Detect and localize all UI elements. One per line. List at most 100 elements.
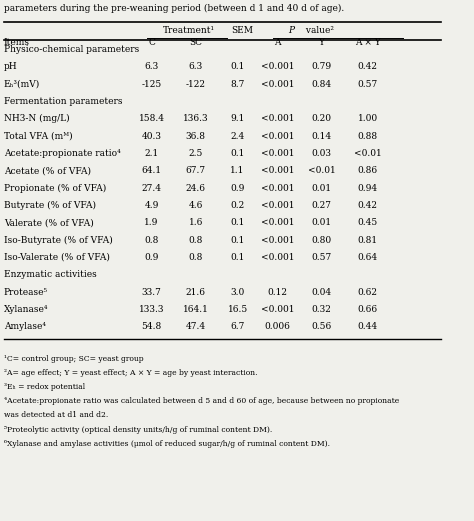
- Text: 0.01: 0.01: [311, 183, 331, 193]
- Text: 0.1: 0.1: [230, 218, 245, 227]
- Text: 133.3: 133.3: [139, 305, 164, 314]
- Text: A × Y: A × Y: [355, 38, 381, 47]
- Text: 1.9: 1.9: [144, 218, 159, 227]
- Text: 21.6: 21.6: [186, 288, 206, 296]
- Text: Propionate (% of VFA): Propionate (% of VFA): [4, 183, 106, 193]
- Text: ³Eₕ = redox potential: ³Eₕ = redox potential: [4, 383, 85, 391]
- Text: SEM: SEM: [231, 26, 253, 34]
- Text: <0.001: <0.001: [261, 80, 294, 89]
- Text: SC: SC: [189, 38, 202, 47]
- Text: 0.006: 0.006: [264, 322, 290, 331]
- Text: 0.44: 0.44: [358, 322, 378, 331]
- Text: 0.80: 0.80: [311, 235, 331, 244]
- Text: ⁶Xylanase and amylase activities (μmol of reduced sugar/h/g of ruminal content D: ⁶Xylanase and amylase activities (μmol o…: [4, 440, 329, 448]
- Text: <0.001: <0.001: [261, 305, 294, 314]
- Text: 0.03: 0.03: [311, 149, 331, 158]
- Text: parameters during the pre-weaning period (between d 1 and 40 d of age).: parameters during the pre-weaning period…: [4, 4, 344, 13]
- Text: 9.1: 9.1: [230, 114, 245, 123]
- Text: 0.8: 0.8: [189, 253, 203, 262]
- Text: 0.9: 0.9: [144, 253, 159, 262]
- Text: 158.4: 158.4: [138, 114, 164, 123]
- Text: Valerate (% of VFA): Valerate (% of VFA): [4, 218, 93, 227]
- Text: 0.42: 0.42: [358, 201, 378, 210]
- Text: 6.7: 6.7: [230, 322, 245, 331]
- Text: Iso-Valerate (% of VFA): Iso-Valerate (% of VFA): [4, 253, 109, 262]
- Text: <0.001: <0.001: [261, 235, 294, 244]
- Text: 0.32: 0.32: [311, 305, 331, 314]
- Text: 8.7: 8.7: [230, 80, 245, 89]
- Text: 136.3: 136.3: [183, 114, 209, 123]
- Text: Protease⁵: Protease⁵: [4, 288, 48, 296]
- Text: 0.64: 0.64: [358, 253, 378, 262]
- Text: P: P: [288, 26, 294, 34]
- Text: 2.5: 2.5: [189, 149, 203, 158]
- Text: value²: value²: [303, 26, 334, 34]
- Text: 0.62: 0.62: [358, 288, 378, 296]
- Text: 1.6: 1.6: [189, 218, 203, 227]
- Text: 0.81: 0.81: [358, 235, 378, 244]
- Text: 164.1: 164.1: [182, 305, 209, 314]
- Text: Amylase⁴: Amylase⁴: [4, 322, 46, 331]
- Text: 0.42: 0.42: [358, 63, 378, 71]
- Text: Enzymatic activities: Enzymatic activities: [4, 270, 96, 279]
- Text: Butyrate (% of VFA): Butyrate (% of VFA): [4, 201, 96, 210]
- Text: ⁵Proteolytic activity (optical density units/h/g of ruminal content DM).: ⁵Proteolytic activity (optical density u…: [4, 426, 272, 433]
- Text: -125: -125: [141, 80, 162, 89]
- Text: 0.04: 0.04: [311, 288, 331, 296]
- Text: 0.79: 0.79: [311, 63, 331, 71]
- Text: Physico-chemical parameters: Physico-chemical parameters: [4, 45, 139, 54]
- Text: 16.5: 16.5: [228, 305, 248, 314]
- Text: 40.3: 40.3: [142, 132, 162, 141]
- Text: <0.001: <0.001: [261, 149, 294, 158]
- Text: Fermentation parameters: Fermentation parameters: [4, 97, 122, 106]
- Text: 0.88: 0.88: [358, 132, 378, 141]
- Text: 64.1: 64.1: [141, 166, 162, 175]
- Text: Items: Items: [4, 38, 29, 47]
- Text: 0.8: 0.8: [189, 235, 203, 244]
- Text: 0.01: 0.01: [311, 218, 331, 227]
- Text: 0.57: 0.57: [311, 253, 332, 262]
- Text: <0.001: <0.001: [261, 201, 294, 210]
- Text: 54.8: 54.8: [141, 322, 162, 331]
- Text: A: A: [274, 38, 281, 47]
- Text: 0.1: 0.1: [230, 63, 245, 71]
- Text: 36.8: 36.8: [186, 132, 206, 141]
- Text: 0.57: 0.57: [358, 80, 378, 89]
- Text: 0.1: 0.1: [230, 253, 245, 262]
- Text: <0.001: <0.001: [261, 183, 294, 193]
- Text: Total VFA (mᴹ): Total VFA (mᴹ): [4, 132, 72, 141]
- Text: 27.4: 27.4: [142, 183, 162, 193]
- Text: <0.001: <0.001: [261, 132, 294, 141]
- Text: 24.6: 24.6: [186, 183, 206, 193]
- Text: 3.0: 3.0: [230, 288, 245, 296]
- Text: 4.9: 4.9: [144, 201, 159, 210]
- Text: 0.9: 0.9: [230, 183, 245, 193]
- Text: Iso-Butyrate (% of VFA): Iso-Butyrate (% of VFA): [4, 235, 112, 245]
- Text: 6.3: 6.3: [189, 63, 203, 71]
- Text: Acetate:propionate ratio⁴: Acetate:propionate ratio⁴: [4, 149, 120, 158]
- Text: Treatment¹: Treatment¹: [163, 26, 215, 34]
- Text: 2.1: 2.1: [145, 149, 159, 158]
- Text: <0.01: <0.01: [354, 149, 382, 158]
- Text: ⁴Acetate:propionate ratio was calculated between d 5 and d 60 of age, because be: ⁴Acetate:propionate ratio was calculated…: [4, 397, 399, 405]
- Text: C: C: [148, 38, 155, 47]
- Text: 0.2: 0.2: [230, 201, 245, 210]
- Text: 0.86: 0.86: [358, 166, 378, 175]
- Text: NH3-N (mg/L): NH3-N (mg/L): [4, 114, 69, 123]
- Text: 0.66: 0.66: [358, 305, 378, 314]
- Text: Y: Y: [319, 38, 325, 47]
- Text: 33.7: 33.7: [142, 288, 162, 296]
- Text: <0.001: <0.001: [261, 253, 294, 262]
- Text: 0.94: 0.94: [358, 183, 378, 193]
- Text: pH: pH: [4, 63, 17, 71]
- Text: Xylanase⁴: Xylanase⁴: [4, 305, 48, 314]
- Text: ²A= age effect; Y = yeast effect; A × Y = age by yeast interaction.: ²A= age effect; Y = yeast effect; A × Y …: [4, 369, 257, 377]
- Text: 0.20: 0.20: [311, 114, 331, 123]
- Text: -122: -122: [186, 80, 206, 89]
- Text: <0.001: <0.001: [261, 218, 294, 227]
- Text: 0.1: 0.1: [230, 149, 245, 158]
- Text: 4.6: 4.6: [189, 201, 203, 210]
- Text: <0.001: <0.001: [261, 166, 294, 175]
- Text: <0.001: <0.001: [261, 63, 294, 71]
- Text: <0.01: <0.01: [308, 166, 335, 175]
